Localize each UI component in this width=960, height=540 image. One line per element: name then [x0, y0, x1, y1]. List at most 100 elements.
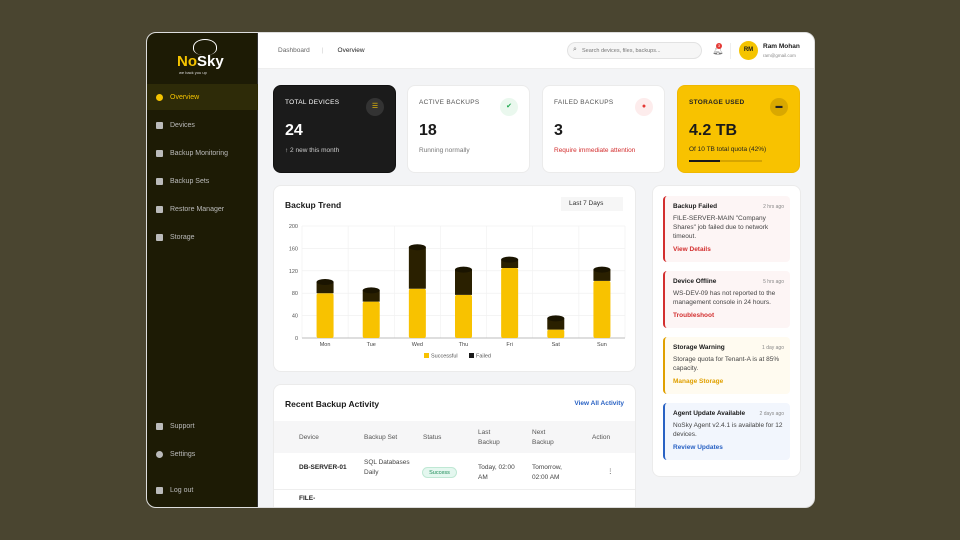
x-tick-label: Sat [552, 342, 561, 348]
user-name: Ram Mohan [763, 43, 800, 50]
sidebar-item-backup-sets[interactable]: Backup Sets [147, 168, 258, 194]
breadcrumb: Dashboard | Overview [278, 47, 365, 54]
bar-successful [501, 268, 519, 338]
bar-successful [455, 294, 472, 338]
legend-swatch [424, 353, 429, 358]
logout-icon [156, 486, 163, 494]
bar-failed [501, 259, 519, 268]
alert-title: Agent Update Available [673, 410, 746, 417]
breadcrumb-overview: Overview [337, 47, 365, 54]
pie-chart-icon [156, 93, 163, 101]
bar-failed [316, 282, 334, 294]
x-tick-label: Wed [412, 342, 423, 348]
sidebar: NoSky we back you up Overview Devices Ba… [147, 33, 258, 507]
sidebar-item-overview[interactable]: Overview [147, 84, 258, 110]
hdd-icon [156, 233, 163, 241]
alert-link[interactable]: Manage Storage [673, 378, 724, 385]
alert-circle-icon: ● [635, 98, 653, 116]
bar-cap [316, 279, 334, 285]
bar-failed [408, 247, 426, 289]
chart-title: Backup Trend [285, 200, 342, 210]
search-input[interactable]: Search devices, files, backups... [567, 42, 702, 59]
status-badge: Success [422, 467, 457, 478]
x-tick-label: Fri [506, 342, 512, 348]
user-email: ram@gmail.com [763, 53, 796, 58]
backup-trend-card: Backup Trend Last 7 Days 0 40 80 120 160 200 M… [273, 185, 636, 372]
alert-title: Backup Failed [673, 203, 718, 210]
alert-item: Storage Warning 1 day ago Storage quota fo… [663, 337, 790, 394]
bar-cap [455, 266, 472, 273]
alert-item: Backup Failed 2 hrs ago FILE-SERVER-MAIN "… [663, 196, 790, 262]
history-icon [156, 205, 163, 213]
server-icon [156, 121, 163, 129]
bar-successful [408, 288, 426, 338]
x-tick-label: Tue [367, 342, 376, 348]
backup-trend-chart: 0 40 80 120 160 200 Mon Tue Wed Thu Fri Sat Sun Succe… [289, 224, 626, 360]
bar-failed [362, 290, 380, 302]
bar-successful [593, 280, 611, 338]
alert-body: WS-DEV-09 has not reported to the manage… [673, 290, 776, 306]
y-tick-label: 80 [292, 291, 298, 297]
y-tick-label: 120 [289, 269, 298, 275]
alert-time: 2 hrs ago [763, 204, 784, 210]
check-circle-icon: ✔ [500, 98, 518, 116]
alert-body: NoSky Agent v2.4.1 is available for 12 d… [673, 422, 783, 438]
x-tick-label: Thu [459, 342, 468, 348]
notification-badge: 3 [716, 43, 722, 49]
sidebar-item-settings[interactable]: Settings [147, 441, 258, 467]
gear-icon [156, 450, 163, 458]
bar-cap [593, 266, 611, 273]
alert-link[interactable]: Review Updates [673, 444, 723, 451]
storage-progress [689, 160, 762, 162]
bar-successful [316, 293, 334, 338]
sidebar-item-restore-manager[interactable]: Restore Manager [147, 196, 258, 222]
stat-storage-used: STORAGE USED ▬ 4.2 TB Of 10 TB total quota… [677, 85, 800, 173]
legend-label: Successful [431, 354, 458, 360]
range-select[interactable]: Last 7 Days [561, 197, 623, 211]
alert-time: 5 hrs ago [763, 279, 784, 285]
alert-body: FILE-SERVER-MAIN "Company Shares" job fa… [673, 215, 769, 240]
breadcrumb-dashboard[interactable]: Dashboard [278, 47, 310, 54]
avatar[interactable]: RM [739, 41, 758, 60]
sidebar-item-backup-monitoring[interactable]: Backup Monitoring [147, 140, 258, 166]
alert-link[interactable]: View Details [673, 246, 711, 253]
table-row: FILE- [299, 495, 316, 502]
y-tick-label: 40 [292, 314, 298, 320]
activity-title: Recent Backup Activity [285, 399, 380, 409]
server-icon: ☰ [366, 98, 384, 116]
database-icon [156, 177, 163, 185]
bar-cap [547, 315, 565, 322]
alert-link[interactable]: Troubleshoot [673, 312, 715, 319]
alerts-panel: Backup Failed 2 hrs ago FILE-SERVER-MAIN "… [652, 185, 801, 477]
logout-button[interactable]: Log out [147, 477, 258, 503]
legend-swatch [469, 353, 474, 358]
table-header: Device Backup Set Status Last Backup Nex… [274, 421, 635, 453]
stat-total-devices: TOTAL DEVICES ☰ 24 ↑ 2 new this month [273, 85, 396, 173]
legend-label: Failed [476, 354, 491, 360]
alert-body: Storage quota for Tenant-A is at 85% cap… [673, 356, 780, 372]
bar-failed [547, 318, 565, 330]
app-window: NoSky we back you up Overview Devices Ba… [146, 32, 815, 508]
sidebar-item-devices[interactable]: Devices [147, 112, 258, 138]
bar-cap [362, 287, 380, 294]
alert-item: Agent Update Available 2 days ago NoSky Ag… [663, 403, 790, 460]
sidebar-item-support[interactable]: Support [147, 413, 258, 439]
bar-cap [408, 244, 426, 251]
view-all-activity-link[interactable]: View All Activity [574, 400, 624, 407]
bar-cap [501, 256, 519, 263]
alert-title: Device Offline [673, 278, 717, 285]
stat-active-backups: ACTIVE BACKUPS ✔ 18 Running normally [407, 85, 530, 173]
row-action-menu[interactable]: ⋮ [607, 468, 614, 475]
alert-item: Device Offline 5 hrs ago WS-DEV-09 has not… [663, 271, 790, 328]
sidebar-item-storage[interactable]: Storage [147, 224, 258, 250]
bell-icon[interactable]: 🔔︎ [712, 45, 724, 55]
recent-activity-card: Recent Backup Activity View All Activity… [273, 384, 636, 507]
alert-time: 1 day ago [762, 345, 784, 351]
x-tick-label: Mon [320, 342, 331, 348]
y-tick-label: 0 [295, 336, 298, 342]
x-tick-label: Sun [597, 342, 607, 348]
y-tick-label: 160 [289, 246, 298, 252]
header: Dashboard|Overview Search devices, files… [258, 33, 814, 69]
bar-failed [455, 269, 472, 295]
alert-title: Storage Warning [673, 344, 725, 351]
